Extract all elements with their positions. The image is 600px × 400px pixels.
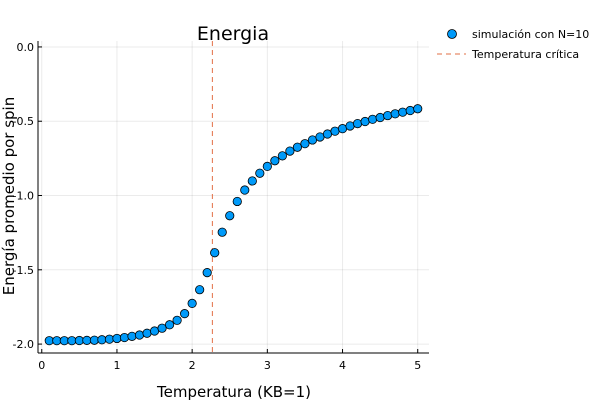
- data-point: [217, 227, 227, 237]
- data-point: [104, 334, 115, 344]
- legend: simulación con N=10 Temperatura crítica: [437, 28, 589, 61]
- data-point: [255, 168, 265, 178]
- y-axis-label: Energía promedio por spin: [0, 97, 18, 295]
- data-point: [97, 335, 107, 345]
- data-point: [292, 142, 303, 152]
- x-tick-label: 0: [38, 359, 45, 372]
- data-point: [164, 320, 175, 330]
- data-point: [300, 139, 310, 149]
- legend-label-simulation: simulación con N=10: [472, 28, 589, 41]
- data-point: [413, 104, 423, 114]
- data-point: [202, 268, 212, 278]
- data-point: [180, 309, 190, 319]
- data-point: [210, 248, 220, 258]
- data-point: [285, 146, 295, 156]
- data-point: [277, 151, 287, 161]
- grid-layer: [38, 41, 429, 353]
- data-point: [89, 335, 99, 345]
- data-point: [247, 176, 257, 186]
- y-tick-label: 0.0: [17, 41, 35, 54]
- data-point: [262, 161, 272, 171]
- chart-title: Energia: [197, 23, 269, 45]
- data-point: [119, 332, 130, 343]
- data-point: [383, 110, 393, 121]
- data-point: [157, 323, 167, 333]
- data-point: [225, 211, 235, 221]
- data-point: [345, 121, 355, 131]
- data-point: [142, 328, 152, 338]
- legend-label-critical-temperature: Temperatura crítica: [471, 48, 579, 61]
- data-point: [352, 119, 363, 129]
- x-tick-label: 4: [339, 359, 346, 372]
- data-point: [405, 105, 415, 116]
- data-point: [398, 107, 408, 117]
- axes-layer: [37, 41, 429, 354]
- data-point: [187, 298, 197, 308]
- x-tick-label: 3: [264, 359, 271, 372]
- data-point: [172, 315, 182, 325]
- data-point: [360, 116, 370, 127]
- data-point: [270, 156, 280, 166]
- data-point: [127, 331, 137, 341]
- y-tick-label: -2.0: [13, 338, 34, 351]
- data-point: [390, 109, 400, 119]
- x-tick-label: 1: [113, 359, 120, 372]
- legend-marker-simulation: [447, 29, 457, 39]
- data-point: [368, 114, 378, 124]
- y-tick-label: -1.0: [13, 190, 34, 203]
- data-point: [112, 333, 122, 344]
- data-point: [134, 330, 145, 340]
- data-point: [375, 112, 385, 123]
- y-tick-label: -0.5: [13, 115, 34, 128]
- x-tick-label: 5: [414, 359, 421, 372]
- tick-layer: 0 1 2 3 4 5 0.0 -0.5 -1.0 -1.5 -2.0: [13, 41, 422, 372]
- x-tick-label: 2: [189, 359, 196, 372]
- x-axis-label: Temperatura (KB=1): [156, 383, 311, 400]
- data-point: [195, 285, 205, 295]
- data-point: [232, 196, 242, 207]
- data-point: [240, 185, 250, 195]
- y-tick-label: -1.5: [13, 264, 34, 277]
- series-layer: [44, 41, 423, 353]
